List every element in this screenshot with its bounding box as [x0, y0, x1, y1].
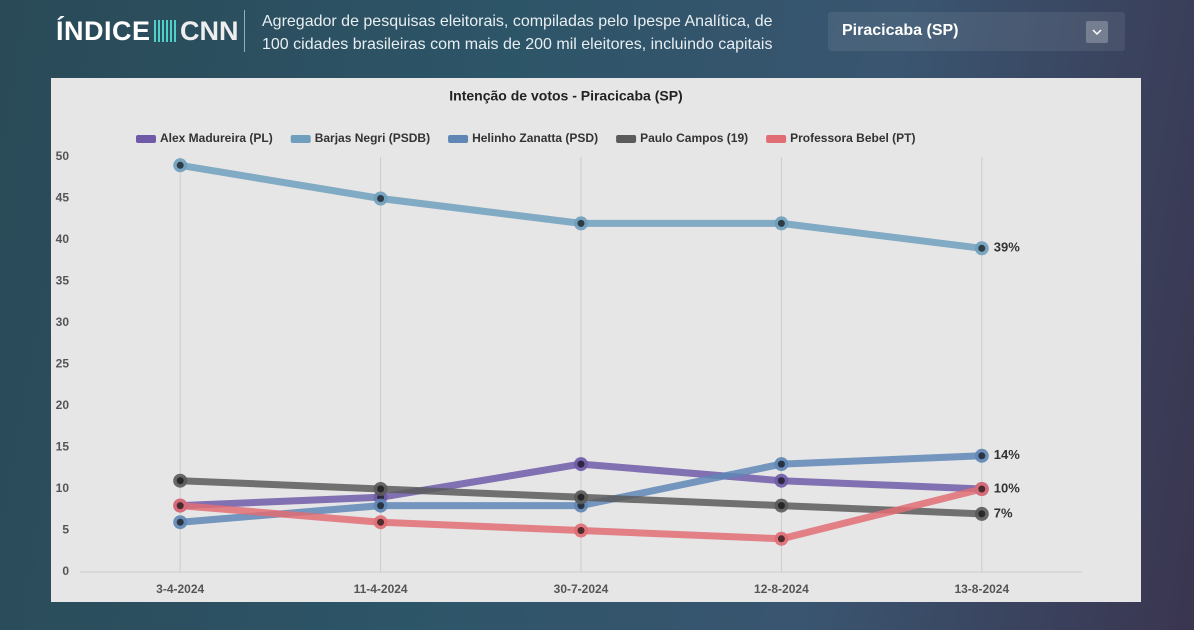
point-center: [978, 485, 986, 493]
legend-swatch: [136, 135, 156, 143]
point-center: [377, 502, 385, 510]
point-center: [577, 527, 585, 534]
x-tick-label: 11-4-2024: [354, 582, 408, 596]
x-tick-label: 13-8-2024: [954, 582, 1009, 596]
legend-label: Professora Bebel (PT): [790, 131, 915, 145]
logo-icon: [154, 20, 176, 42]
logo: ÍNDICE: [56, 16, 151, 46]
legend-label: Helinho Zanatta (PSD): [472, 131, 598, 145]
legend-label: Paulo Campos (19): [640, 131, 748, 145]
point-center: [577, 219, 585, 227]
point-center: [777, 477, 785, 485]
chart-background: [51, 78, 1141, 602]
description: Agregador de pesquisas eleitorais, compi…: [262, 10, 773, 56]
point-center: [377, 485, 385, 493]
point-center: [577, 460, 585, 468]
header: ÍNDICE CNN Agregador de pesquisas eleito…: [0, 0, 1194, 70]
description-line: Agregador de pesquisas eleitorais, compi…: [262, 13, 773, 30]
point-center: [377, 195, 385, 202]
legend-swatch: [290, 135, 311, 143]
y-tick-label: 20: [56, 398, 70, 412]
point-center: [777, 219, 785, 227]
divider: [244, 10, 245, 52]
y-tick-label: 25: [56, 357, 70, 371]
point-center: [978, 452, 986, 460]
point-center: [777, 502, 785, 510]
point-center: [176, 161, 184, 169]
y-tick-label: 10: [56, 481, 70, 495]
y-tick-label: 30: [56, 315, 70, 329]
city-selector[interactable]: Piracicaba (SP): [828, 12, 1125, 51]
chart-title: Intenção de votos - Piracicaba (SP): [449, 88, 682, 104]
legend-swatch: [448, 135, 469, 143]
x-tick-label: 30-7-2024: [554, 582, 609, 596]
logo-brand: CNN: [180, 16, 239, 46]
point-center: [978, 244, 986, 252]
description-line: 100 cidades brasileiras com mais de 200 …: [262, 36, 773, 53]
y-tick-label: 40: [56, 232, 70, 246]
y-tick-label: 0: [62, 564, 69, 578]
value-label: 14%: [994, 447, 1020, 462]
chevron: [1092, 29, 1102, 36]
point-center: [176, 502, 184, 510]
value-label: 7%: [994, 505, 1013, 520]
y-tick-label: 50: [56, 149, 70, 163]
legend-label: Barjas Negri (PSDB): [315, 131, 430, 145]
x-tick-label: 12-8-2024: [754, 582, 809, 596]
chart: Intenção de votos - Piracicaba (SP) 0 5 10…: [51, 78, 1141, 602]
point-center: [176, 518, 184, 526]
value-label: 10%: [994, 480, 1020, 495]
point-center: [777, 460, 785, 468]
y-tick-label: 35: [56, 274, 70, 288]
point-center: [176, 477, 184, 485]
point-center: [978, 510, 986, 518]
legend-swatch: [616, 135, 637, 143]
point-center: [777, 535, 785, 543]
y-tick-label: 5: [62, 523, 69, 537]
point-center: [377, 518, 385, 526]
selector-label: Piracicaba (SP): [842, 22, 959, 39]
dropdown-button[interactable]: [1086, 21, 1108, 43]
y-tick-label: 15: [56, 440, 70, 454]
legend-swatch: [766, 135, 787, 143]
y-tick-label: 45: [56, 191, 70, 205]
value-label: 39%: [994, 240, 1020, 255]
point-center: [577, 493, 585, 501]
x-tick-label: 3-4-2024: [156, 582, 204, 596]
legend-label: Alex Madureira (PL): [160, 131, 273, 145]
